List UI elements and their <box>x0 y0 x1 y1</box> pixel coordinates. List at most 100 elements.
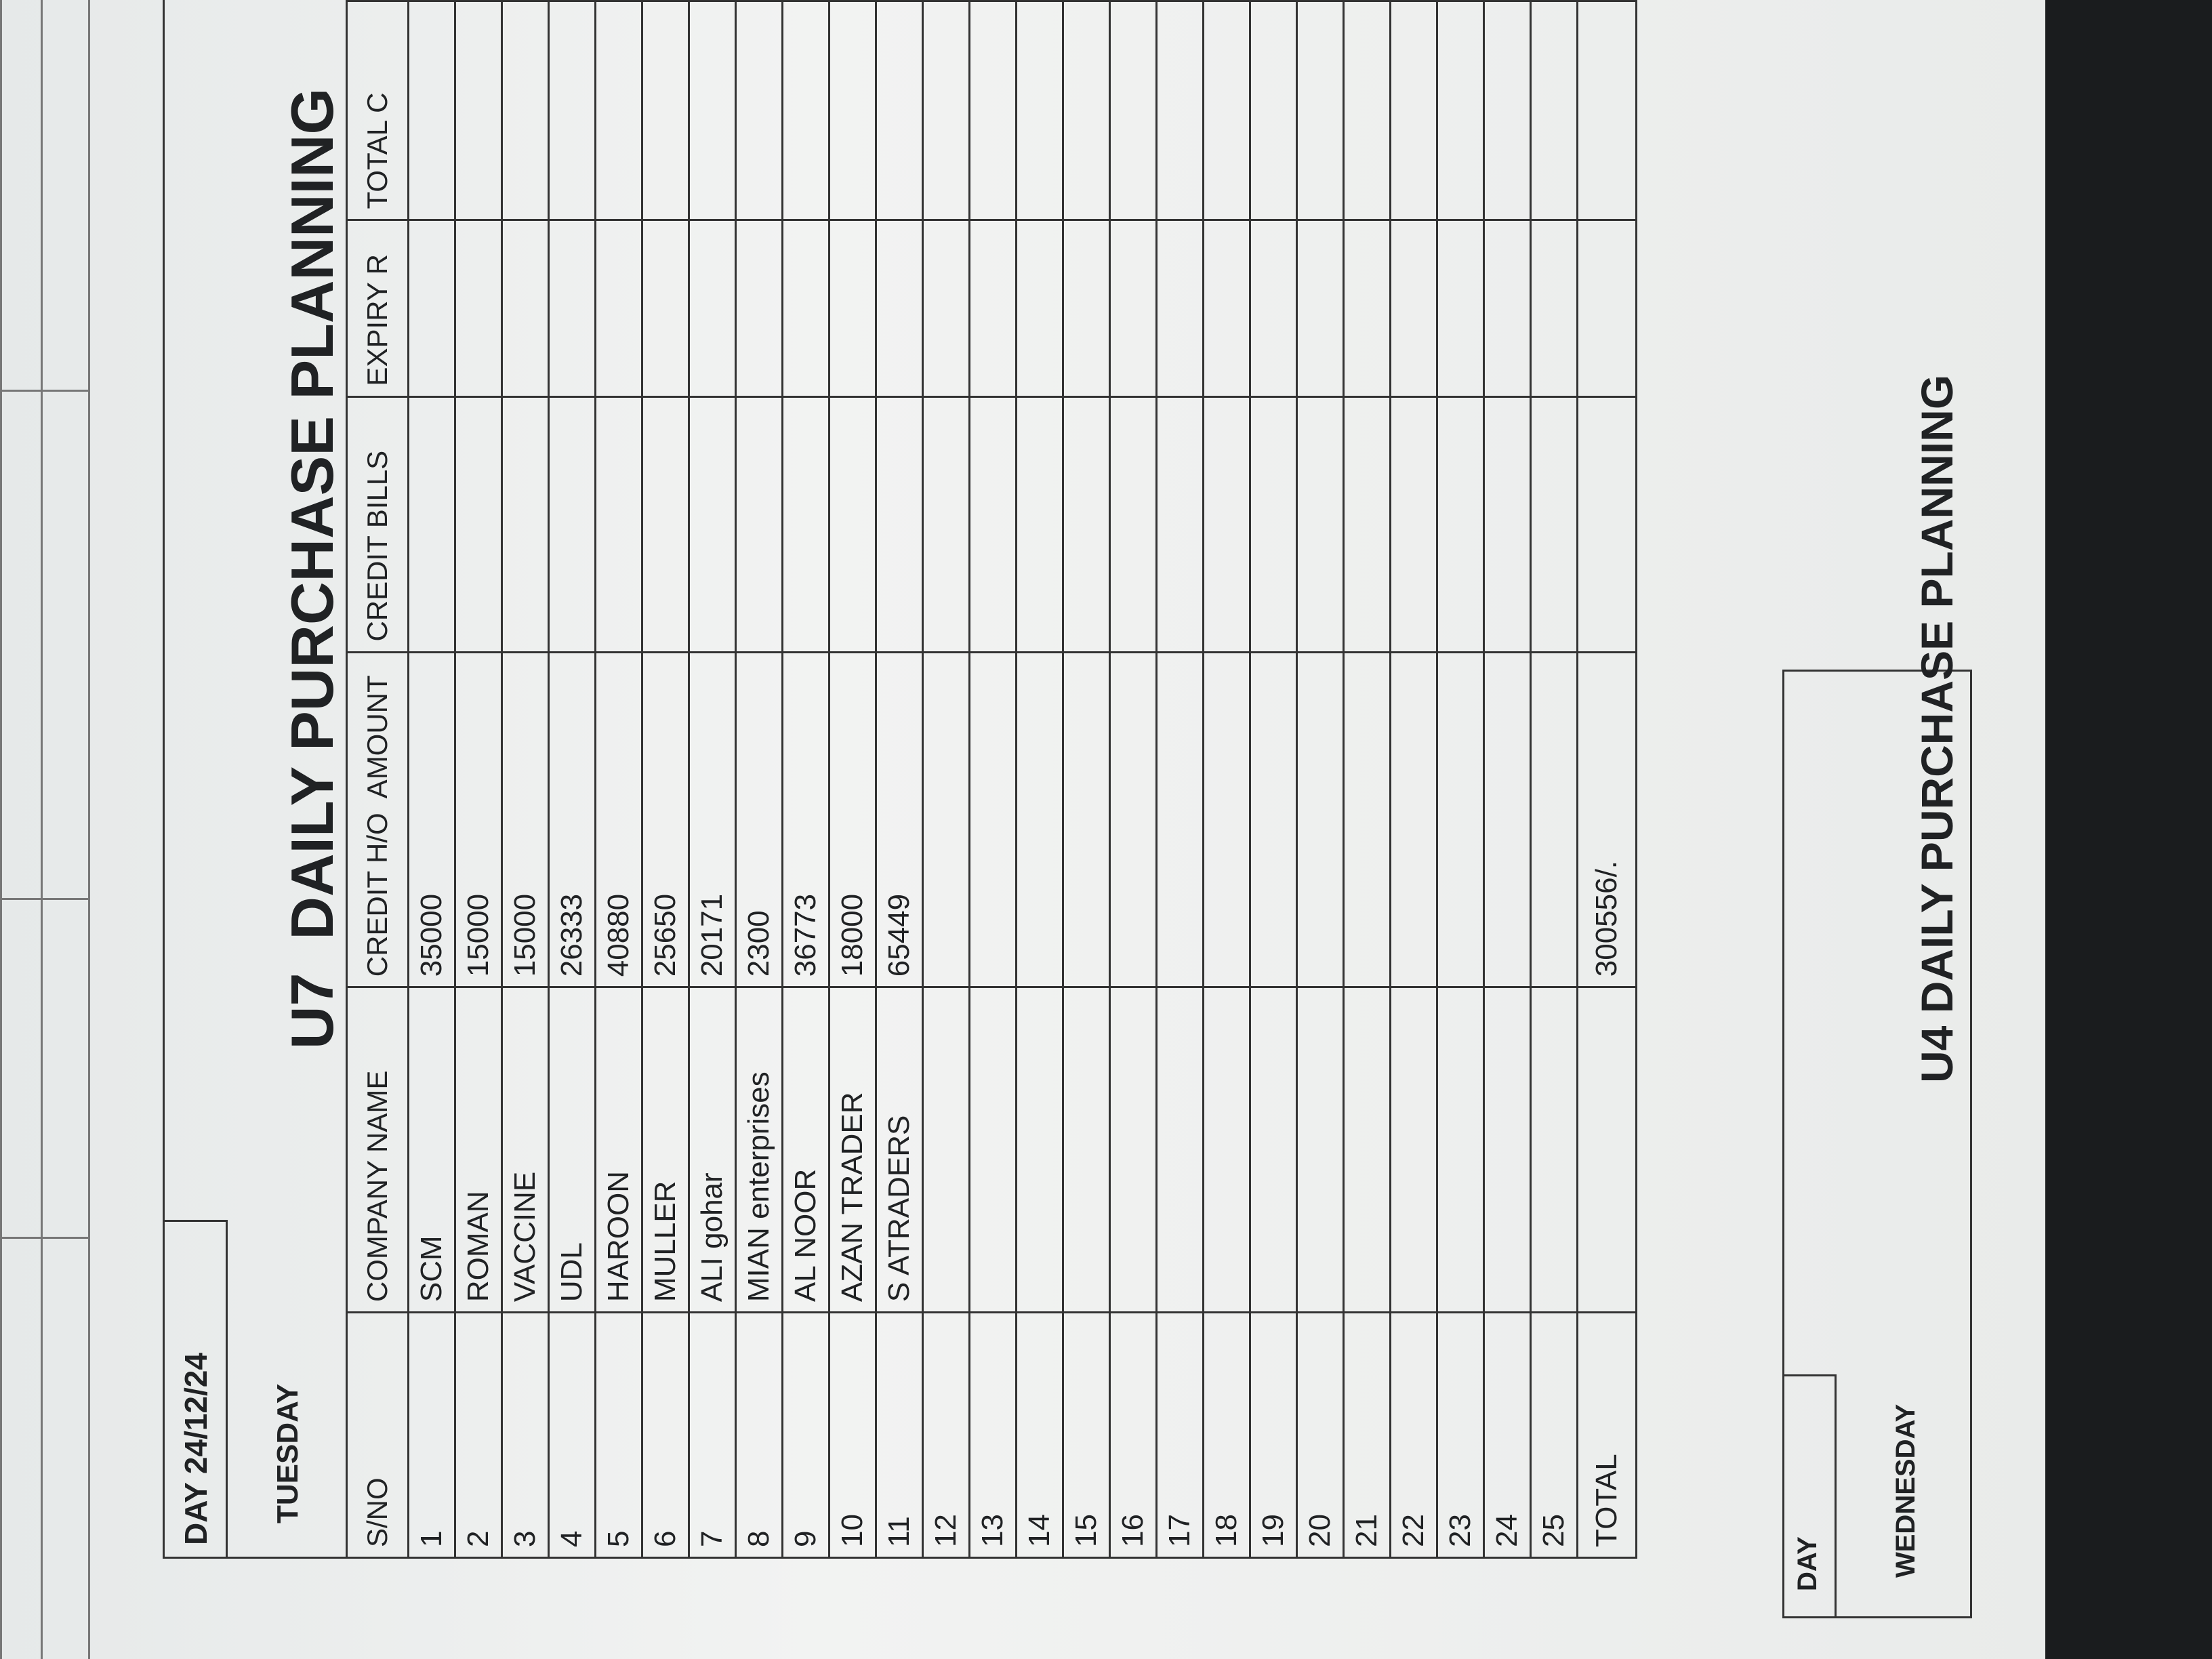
empty-cell <box>689 220 736 397</box>
table-row: 21 <box>1343 1 1391 1558</box>
empty-cell <box>969 1 1017 220</box>
serial-number: 22 <box>1390 1312 1437 1558</box>
table-row: 6 MULLER 25650 <box>642 1 689 1558</box>
column-header: CREDIT BILLS <box>346 396 409 653</box>
table-row: 2 ROMAN 15000 <box>455 1 502 1558</box>
table-row: 1 SCM 35000 <box>408 1 455 1558</box>
company-name: HAROON <box>595 987 642 1313</box>
serial-number: 9 <box>782 1312 830 1558</box>
empty-cell <box>1483 220 1531 397</box>
empty-cell <box>876 1 923 220</box>
table-row: 16 <box>1109 1 1157 1558</box>
empty-cell <box>1437 1 1484 220</box>
empty-cell <box>1016 220 1063 397</box>
company-name: S ATRADERS <box>876 987 923 1313</box>
empty-cell <box>1390 220 1437 397</box>
empty-cell <box>1109 1 1157 220</box>
empty-cell <box>735 220 783 397</box>
amount <box>922 652 970 987</box>
day-label: DAY 24/12/24 <box>178 1353 213 1545</box>
empty-cell <box>501 396 549 653</box>
empty-cell <box>782 220 830 397</box>
empty-cell <box>689 1 736 220</box>
empty-cell <box>642 1 689 220</box>
table-row: 8 MIAN enterprises 2300 <box>735 1 783 1558</box>
empty-cell <box>642 396 689 653</box>
empty-cell <box>1203 396 1250 653</box>
empty-cell <box>922 1 970 220</box>
serial-number: 2 <box>455 1312 502 1558</box>
amount: 36773 <box>782 652 830 987</box>
screen: DAY 24/12/24 TUESDAY U7 DAILY PURCHASE P… <box>0 0 2045 1659</box>
empty-cell <box>829 396 876 653</box>
empty-cell <box>1063 220 1110 397</box>
empty-cell <box>1437 220 1484 397</box>
serial-number: 4 <box>548 1312 596 1558</box>
next-title: U4 DAILY PURCHASE PLANNING <box>1912 374 1962 1083</box>
serial-number: 21 <box>1343 1312 1391 1558</box>
empty-cell <box>876 220 923 397</box>
empty-cell <box>782 1 830 220</box>
grid-fragment <box>0 0 2 1659</box>
serial-number: 15 <box>1063 1312 1110 1558</box>
table-row: 14 <box>1016 1 1063 1558</box>
company-name: AZAN TRADER <box>829 987 876 1313</box>
empty-cell <box>1109 220 1157 397</box>
empty-cell <box>548 1 596 220</box>
amount <box>1063 652 1110 987</box>
weekday: TUESDAY <box>271 1383 304 1523</box>
company-name <box>1296 987 1344 1313</box>
company-name: ROMAN <box>455 987 502 1313</box>
company-name: MULLER <box>642 987 689 1313</box>
serial-number: 25 <box>1530 1312 1578 1558</box>
empty-cell <box>1203 220 1250 397</box>
empty-cell <box>595 396 642 653</box>
serial-number: 1 <box>408 1312 455 1558</box>
empty-cell <box>1250 396 1297 653</box>
empty-cell <box>1343 396 1391 653</box>
spreadsheet: DAY 24/12/24 TUESDAY U7 DAILY PURCHASE P… <box>0 0 1972 1659</box>
amount: 20171 <box>689 652 736 987</box>
serial-number: 17 <box>1156 1312 1204 1558</box>
empty-cell <box>1390 396 1437 653</box>
empty-cell <box>1577 1 1637 220</box>
table-row: 13 <box>969 1 1017 1558</box>
empty-cell <box>1296 1 1344 220</box>
company-name <box>922 987 970 1313</box>
table-row: 22 <box>1390 1 1437 1558</box>
amount <box>1483 652 1531 987</box>
empty-cell <box>1437 396 1484 653</box>
empty-cell <box>1156 1 1204 220</box>
empty-cell <box>735 1 783 220</box>
amount <box>1109 652 1157 987</box>
amount <box>1530 652 1578 987</box>
empty-cell <box>1203 1 1250 220</box>
empty-cell <box>876 396 923 653</box>
table-row: 10 AZAN TRADER 18000 <box>829 1 876 1558</box>
serial-number: 8 <box>735 1312 783 1558</box>
company-name: VACCINE <box>501 987 549 1313</box>
table-row: 12 <box>922 1 970 1558</box>
grid-fragment <box>0 1237 88 1239</box>
amount <box>969 652 1017 987</box>
amount: 26333 <box>548 652 596 987</box>
empty-cell <box>548 220 596 397</box>
serial-number: 16 <box>1109 1312 1157 1558</box>
company-name: ALI gohar <box>689 987 736 1313</box>
column-header: S/NO <box>346 1312 409 1558</box>
empty-cell <box>595 1 642 220</box>
company-name <box>1530 987 1578 1313</box>
company-name <box>1016 987 1063 1313</box>
empty-cell <box>408 1 455 220</box>
serial-number: 13 <box>969 1312 1017 1558</box>
company-name: SCM <box>408 987 455 1313</box>
company-name: MIAN enterprises <box>735 987 783 1313</box>
empty-cell <box>1250 220 1297 397</box>
empty-cell <box>1530 1 1578 220</box>
empty-cell <box>1156 396 1204 653</box>
empty-cell <box>548 396 596 653</box>
amount: 25650 <box>642 652 689 987</box>
empty-cell <box>408 220 455 397</box>
company-name: AL NOOR <box>782 987 830 1313</box>
grid-fragment <box>41 0 43 1659</box>
